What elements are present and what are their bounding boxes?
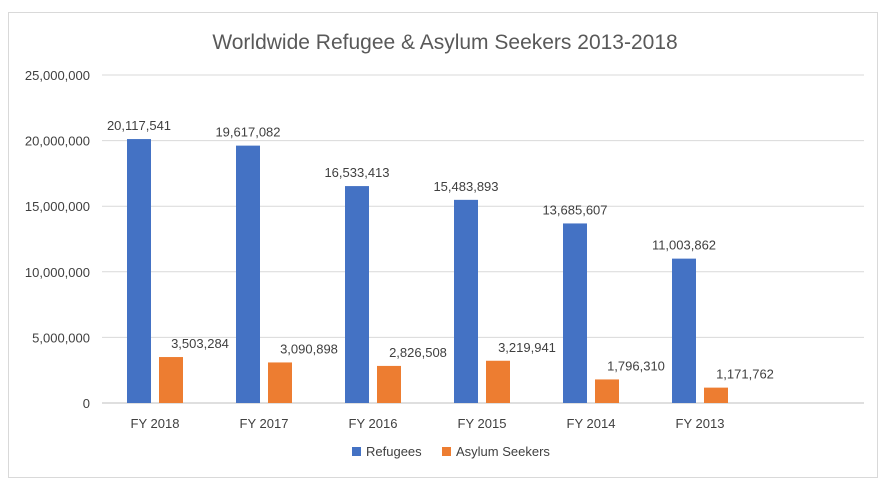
bar-asylum-seekers: [595, 379, 619, 403]
x-tick-label: FY 2015: [458, 416, 507, 431]
y-tick-label: 20,000,000: [25, 134, 90, 149]
data-label: 3,219,941: [498, 340, 556, 355]
chart-title: Worldwide Refugee & Asylum Seekers 2013-…: [212, 31, 677, 54]
data-label: 1,796,310: [607, 358, 665, 373]
y-tick-label: 10,000,000: [25, 265, 90, 280]
y-tick-label: 15,000,000: [25, 199, 90, 214]
data-label: 1,171,762: [716, 367, 774, 382]
bar-refugees: [563, 223, 587, 403]
legend-swatch: [352, 447, 361, 456]
legend-label: Asylum Seekers: [456, 444, 550, 459]
data-label: 11,003,862: [652, 238, 716, 253]
bar-asylum-seekers: [159, 357, 183, 403]
legend-label: Refugees: [366, 444, 422, 459]
data-label: 13,685,607: [542, 202, 607, 217]
x-tick-label: FY 2018: [131, 416, 180, 431]
y-tick-label: 25,000,000: [25, 68, 90, 83]
data-label: 15,483,893: [433, 179, 498, 194]
chart-frame: [8, 12, 878, 478]
legend-swatch: [442, 447, 451, 456]
x-tick-label: FY 2013: [676, 416, 725, 431]
legend: Refugees Asylum Seekers: [352, 444, 550, 459]
data-label: 3,503,284: [171, 336, 229, 351]
bar-refugees: [236, 145, 260, 403]
data-label: 3,090,898: [280, 341, 338, 356]
bar-asylum-seekers: [268, 362, 292, 403]
bars: [127, 139, 728, 403]
data-label: 19,617,082: [215, 125, 280, 140]
x-tick-label: FY 2014: [567, 416, 616, 431]
gridlines: [102, 74, 864, 338]
axes: 0 5,000,000 10,000,000 15,000,000 20,000,000…: [25, 68, 864, 431]
data-label: 16,533,413: [324, 165, 389, 180]
bar-refugees: [127, 139, 151, 403]
bar-asylum-seekers: [486, 360, 510, 403]
bar-refugees: [345, 186, 369, 403]
bar-refugees: [672, 258, 696, 403]
x-tick-label: FY 2017: [240, 416, 289, 431]
data-label: 2,826,508: [389, 345, 447, 360]
data-label: 20,117,541: [107, 118, 171, 133]
bar-refugees: [454, 199, 478, 403]
bar-asylum-seekers: [377, 365, 401, 403]
y-tick-label: 0: [83, 396, 90, 411]
data-labels: 20,117,541 3,503,284 19,617,082 3,090,898 16…: [107, 118, 774, 382]
y-tick-label: 5,000,000: [32, 330, 90, 345]
bar-asylum-seekers: [704, 387, 728, 403]
x-tick-label: FY 2016: [349, 416, 398, 431]
